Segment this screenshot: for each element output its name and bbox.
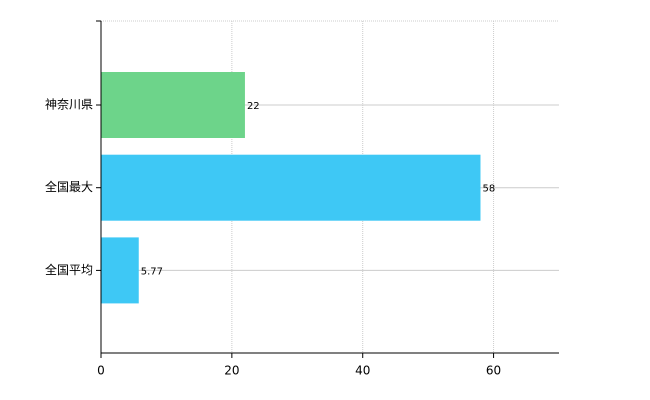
bar	[101, 72, 245, 138]
bar	[101, 237, 139, 304]
value-label: 22	[247, 101, 260, 112]
value-label: 58	[482, 184, 495, 195]
value-label: 5.77	[141, 266, 163, 277]
x-tick-label: 40	[355, 364, 370, 378]
y-tick-label: 全国平均	[45, 262, 93, 277]
x-tick-label: 60	[486, 364, 501, 378]
y-tick-label: 全国最大	[45, 179, 93, 194]
bar	[101, 154, 481, 221]
y-tick-label: 神奈川県	[45, 98, 93, 112]
x-tick-label: 0	[97, 364, 105, 378]
x-tick-label: 20	[224, 364, 239, 378]
